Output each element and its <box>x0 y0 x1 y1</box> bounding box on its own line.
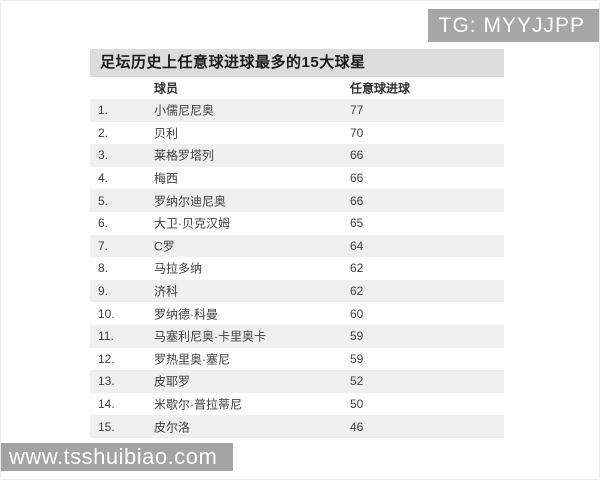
goals-cell: 52 <box>350 374 364 389</box>
player-cell: 梅西 <box>154 171 179 186</box>
table-row: 9. 济科 62 <box>90 279 504 303</box>
rank-cell: 14. <box>98 397 115 412</box>
table-row: 11. 马塞利尼奥·卡里奥卡 59 <box>90 324 504 348</box>
rank-cell: 9. <box>98 284 109 299</box>
rank-cell: 13. <box>98 374 115 389</box>
rank-cell: 3. <box>98 148 109 163</box>
table-row: 14. 米歇尔·普拉蒂尼 50 <box>90 392 504 416</box>
table-row: 4. 梅西 66 <box>90 166 504 190</box>
player-cell: 贝利 <box>154 126 179 141</box>
table-row: 3. 莱格罗塔列 66 <box>90 144 504 167</box>
goals-cell: 59 <box>350 329 364 344</box>
table-row: 12. 罗热里奥·塞尼 59 <box>90 347 504 371</box>
goals-cell: 66 <box>350 193 364 208</box>
rank-cell: 6. <box>98 216 109 231</box>
goals-cell: 46 <box>350 419 364 434</box>
player-cell: 皮尔洛 <box>154 420 191 435</box>
table-row: 8. 马拉多纳 62 <box>90 257 504 280</box>
player-cell: 皮耶罗 <box>154 374 191 389</box>
goals-cell: 50 <box>350 397 364 412</box>
player-cell: 米歇尔·普拉蒂尼 <box>154 397 242 412</box>
goals-cell: 65 <box>350 216 364 231</box>
goals-cell: 62 <box>350 261 364 276</box>
player-cell: 济科 <box>154 284 179 299</box>
telegram-badge: TG: MYYJJPP <box>427 9 599 42</box>
rank-cell: 15. <box>98 419 115 434</box>
table-row: 1. 小儒尼尼奥 77 <box>90 99 504 122</box>
rank-cell: 7. <box>98 238 109 253</box>
rank-cell: 11. <box>98 329 114 344</box>
player-cell: 大卫·贝克汉姆 <box>154 216 230 231</box>
player-cell: 小儒尼尼奥 <box>154 103 215 118</box>
player-cell: C罗 <box>154 239 175 254</box>
rank-cell: 12. <box>98 351 115 366</box>
column-header-player: 球员 <box>154 81 179 96</box>
player-cell: 马拉多纳 <box>154 261 203 276</box>
rank-cell: 8. <box>98 261 109 276</box>
table-row: 10. 罗纳德·科曼 60 <box>90 302 504 325</box>
watermark: www.tsshuibiao.com <box>1 443 234 471</box>
goals-cell: 59 <box>350 351 364 366</box>
table-body: 1. 小儒尼尼奥 77 2. 贝利 70 3. 莱格罗塔列 66 4. 梅西 6… <box>90 99 504 438</box>
freekick-table: 足坛历史上任意球进球最多的15大球星 球员 任意球进球 1. 小儒尼尼奥 77 … <box>90 49 504 438</box>
table-row: 15. 皮尔洛 46 <box>90 415 504 438</box>
player-cell: 罗热里奥·塞尼 <box>154 352 230 367</box>
goals-cell: 62 <box>350 284 364 299</box>
table-row: 6. 大卫·贝克汉姆 65 <box>90 211 504 235</box>
goals-cell: 70 <box>350 125 364 140</box>
goals-cell: 66 <box>350 148 364 163</box>
player-cell: 罗纳德·科曼 <box>154 307 218 322</box>
rank-cell: 2. <box>98 125 109 140</box>
rank-cell: 4. <box>98 171 109 186</box>
goals-cell: 66 <box>350 171 364 186</box>
rank-cell: 10. <box>98 306 115 321</box>
player-cell: 莱格罗塔列 <box>154 148 215 163</box>
table-title: 足坛历史上任意球进球最多的15大球星 <box>90 49 504 77</box>
player-cell: 马塞利尼奥·卡里奥卡 <box>154 329 266 344</box>
rank-cell: 1. <box>98 103 109 118</box>
table-row: 13. 皮耶罗 52 <box>90 370 504 393</box>
table-row: 7. C罗 64 <box>90 234 504 258</box>
table-row: 5. 罗纳尔迪尼奥 66 <box>90 189 504 212</box>
table-row: 2. 贝利 70 <box>90 121 504 145</box>
goals-cell: 60 <box>350 306 364 321</box>
table-header-row: 球员 任意球进球 <box>90 77 504 99</box>
column-header-goals: 任意球进球 <box>350 81 411 96</box>
goals-cell: 64 <box>350 238 364 253</box>
goals-cell: 77 <box>350 103 364 118</box>
rank-cell: 5. <box>98 193 109 208</box>
player-cell: 罗纳尔迪尼奥 <box>154 194 227 209</box>
